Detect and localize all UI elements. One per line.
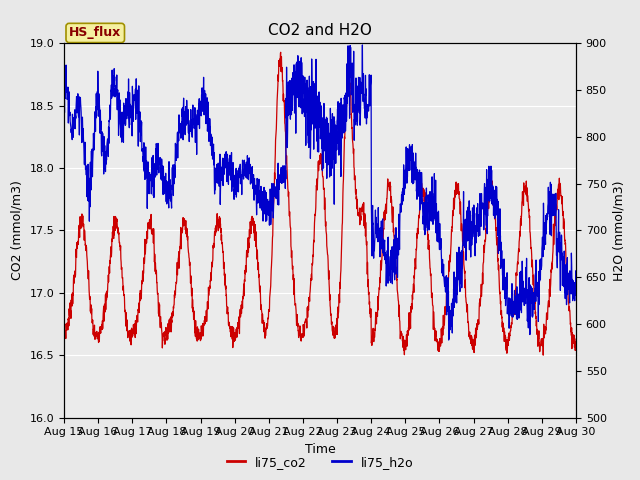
li75_h2o (86, 167, 94, 173)
li75_co2 (309, 253, 317, 259)
li75_co2 (296, 328, 303, 334)
Text: HS_flux: HS_flux (69, 26, 122, 39)
li75_co2 (86, 297, 94, 302)
li75_co2 (540, 352, 547, 358)
Y-axis label: CO2 (mmol/m3): CO2 (mmol/m3) (11, 180, 24, 280)
li75_h2o (296, 80, 303, 86)
li75_h2o (60, 57, 68, 62)
li75_h2o (557, 232, 565, 238)
li75_co2 (60, 323, 68, 329)
Y-axis label: H2O (mmol/m3): H2O (mmol/m3) (612, 180, 625, 281)
li75_co2 (463, 301, 471, 307)
Line: li75_h2o: li75_h2o (64, 45, 576, 340)
li75_h2o (358, 42, 366, 48)
li75_co2 (557, 194, 565, 200)
li75_h2o (558, 233, 566, 239)
li75_h2o (309, 102, 317, 108)
li75_h2o (445, 337, 452, 343)
li75_co2 (572, 336, 580, 342)
li75_co2 (277, 49, 285, 55)
Line: li75_co2: li75_co2 (64, 52, 576, 355)
li75_h2o (464, 205, 472, 211)
Legend: li75_co2, li75_h2o: li75_co2, li75_h2o (221, 451, 419, 474)
li75_co2 (558, 197, 566, 203)
X-axis label: Time: Time (305, 443, 335, 456)
li75_h2o (572, 292, 580, 298)
Title: CO2 and H2O: CO2 and H2O (268, 23, 372, 38)
